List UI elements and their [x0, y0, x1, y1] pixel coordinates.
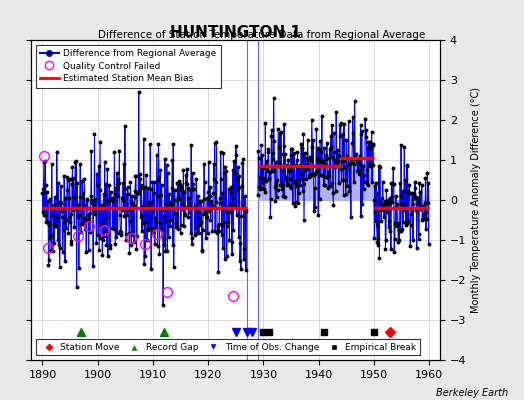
Y-axis label: Monthly Temperature Anomaly Difference (°C): Monthly Temperature Anomaly Difference (…: [471, 87, 481, 313]
Title: HUNTINGTON 1: HUNTINGTON 1: [170, 25, 301, 40]
Legend: Station Move, Record Gap, Time of Obs. Change, Empirical Break: Station Move, Record Gap, Time of Obs. C…: [36, 339, 420, 356]
Text: Berkeley Earth: Berkeley Earth: [436, 388, 508, 398]
Text: Difference of Station Temperature Data from Regional Average: Difference of Station Temperature Data f…: [99, 30, 425, 40]
